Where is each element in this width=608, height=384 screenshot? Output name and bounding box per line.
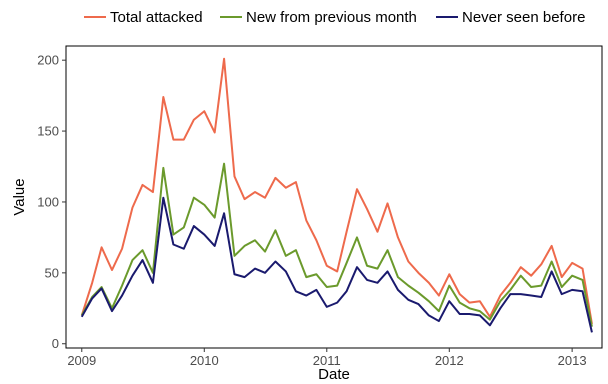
x-axis: 2009 2010 2011 2012 2013 <box>67 348 587 368</box>
y-tick-label: 150 <box>37 124 59 139</box>
legend-label-total-attacked: Total attacked <box>110 9 203 26</box>
series-layer <box>80 57 593 333</box>
y-tick-label: 0 <box>52 336 59 351</box>
y-tick-label: 200 <box>37 53 59 68</box>
y-tick-label: 100 <box>37 194 59 209</box>
y-tick-label: 50 <box>45 265 59 280</box>
legend: Total attacked New from previous month N… <box>84 9 585 26</box>
x-tick-label: 2012 <box>435 353 464 368</box>
x-tick-label: 2009 <box>67 353 96 368</box>
series-line-total-attacked <box>80 57 593 325</box>
series-line-never-seen-before <box>80 196 593 333</box>
series-line-new-from-previous-month <box>80 162 593 327</box>
legend-label-new-from-previous-month: New from previous month <box>246 9 417 26</box>
y-axis-title: Value <box>11 178 28 215</box>
plot-panel <box>65 45 603 349</box>
x-axis-title: Date <box>318 366 350 383</box>
y-axis: 0 50 100 150 200 <box>37 53 66 351</box>
x-tick-label: 2010 <box>190 353 219 368</box>
x-tick-label: 2011 <box>313 353 341 368</box>
x-tick-label: 2013 <box>558 353 587 368</box>
legend-label-never-seen-before: Never seen before <box>462 9 585 26</box>
